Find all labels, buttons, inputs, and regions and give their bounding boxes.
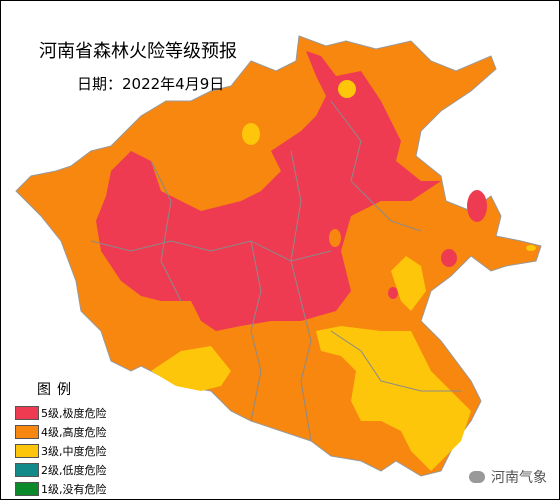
watermark-icon: [469, 471, 485, 483]
region-3: [242, 123, 260, 145]
legend-swatch: [15, 481, 39, 496]
legend-item: 1级,没有危险: [15, 479, 107, 498]
legend-item: 4级,高度危险: [15, 422, 107, 441]
region-3: [526, 245, 536, 251]
watermark: 河南气象: [469, 467, 547, 487]
region-3: [151, 346, 231, 391]
legend-swatch: [15, 405, 39, 420]
legend-title: 图例: [37, 382, 77, 398]
legend-swatch: [15, 443, 39, 458]
boundaries: [90, 100, 461, 442]
region-4: [227, 171, 249, 191]
legend-swatch: [15, 462, 39, 477]
map-title: 河南省森林火险等级预报: [39, 41, 237, 62]
boundary: [330, 330, 461, 392]
legend-label: 3级,中度危险: [41, 444, 107, 458]
legend-item: 5级,极度危险: [15, 403, 107, 422]
region-3: [316, 326, 471, 471]
legend-item: 2级,低度危险: [15, 460, 107, 479]
boundary: [330, 100, 422, 232]
watermark-text: 河南气象: [491, 470, 547, 486]
boundary: [290, 150, 312, 442]
legend-swatch: [15, 424, 39, 439]
region-3: [391, 256, 426, 311]
region-5: [441, 249, 457, 267]
region-3: [338, 80, 356, 98]
legend: 5级,极度危险 4级,高度危险 3级,中度危险 2级,低度危险 1级,没有危险: [15, 403, 107, 498]
map-date: 日期：2022年4月9日: [77, 75, 225, 93]
boundary: [150, 160, 182, 302]
legend-label: 1级,没有危险: [41, 482, 107, 496]
legend-label: 2级,低度危险: [41, 463, 107, 477]
legend-label: 5级,极度危险: [41, 406, 107, 420]
region-4: [329, 229, 341, 247]
boundary: [250, 240, 262, 422]
region-5: [467, 190, 487, 222]
region-5: [96, 51, 441, 331]
legend-label: 4级,高度危险: [41, 425, 107, 439]
region-5: [388, 287, 398, 299]
legend-item: 3级,中度危险: [15, 441, 107, 460]
